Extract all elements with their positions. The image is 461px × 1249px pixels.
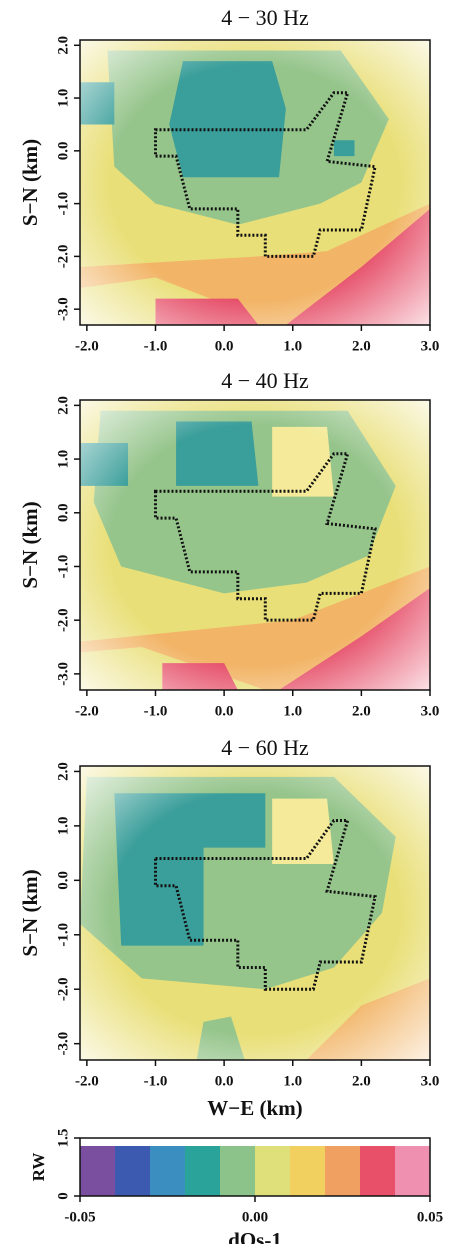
color-swatch bbox=[150, 1146, 186, 1196]
y-tick-label: 0.0 bbox=[55, 871, 71, 890]
y-tick-label: -1.0 bbox=[55, 192, 71, 216]
x-tick-label: -1.0 bbox=[144, 703, 168, 719]
panel: 4 − 30 Hz -2.0 -1.0 0.0 1.0 2.0 3.0 -3.0 -2.0 -1.… bbox=[18, 5, 440, 354]
y-axis-label: S−N (km) bbox=[18, 869, 42, 956]
x-tick-label: 1.0 bbox=[283, 1073, 302, 1089]
x-tick-label: 2.0 bbox=[352, 1073, 371, 1089]
panel: 4 − 60 Hz -2.0 -1.0 0.0 1.0 2.0 3.0 -3.0 -2.0 -1.… bbox=[18, 735, 440, 1120]
axes-frame bbox=[79, 765, 431, 1061]
study-outline bbox=[153, 91, 377, 258]
panel: 4 − 40 Hz -2.0 -1.0 0.0 1.0 2.0 3.0 -3.0 -2.0 -1.… bbox=[18, 368, 440, 719]
x-tick-label: 2.0 bbox=[352, 338, 371, 354]
y-axis-label: S−N (km) bbox=[18, 501, 42, 588]
y-tick-label: -3.0 bbox=[55, 1032, 71, 1056]
x-tick-label: 1.0 bbox=[283, 338, 302, 354]
x-tick-label: 0.05 bbox=[417, 1209, 443, 1225]
axes-frame bbox=[79, 399, 431, 691]
x-tick-label: 0.00 bbox=[242, 1209, 268, 1225]
x-tick-label: 3.0 bbox=[421, 703, 440, 719]
y-tick-label: 2.0 bbox=[55, 36, 71, 55]
colorbar: -0.05 0.00 0.05 0 1.5 RW dQs-1 bbox=[29, 1129, 443, 1249]
study-outline bbox=[153, 818, 377, 991]
x-tick-label: 0.0 bbox=[215, 338, 234, 354]
x-tick-label: -2.0 bbox=[75, 338, 99, 354]
color-swatch bbox=[255, 1146, 291, 1196]
x-tick-label: 2.0 bbox=[352, 703, 371, 719]
y-tick-label: -3.0 bbox=[55, 662, 71, 686]
y-tick-label: -1.0 bbox=[55, 555, 71, 579]
y-axis-label: RW bbox=[29, 1153, 48, 1182]
field-fade bbox=[80, 40, 430, 325]
x-tick-label: 1.0 bbox=[283, 703, 302, 719]
y-tick-label: 2.0 bbox=[55, 762, 71, 781]
x-tick-label: 3.0 bbox=[421, 1073, 440, 1089]
x-tick-label: -1.0 bbox=[144, 1073, 168, 1089]
color-swatch bbox=[80, 1146, 116, 1196]
y-tick-label: -2.0 bbox=[55, 608, 71, 632]
x-tick-label: -1.0 bbox=[144, 338, 168, 354]
x-tick-label: 0.0 bbox=[215, 703, 234, 719]
y-tick-label: 1.0 bbox=[55, 450, 71, 469]
color-swatch bbox=[115, 1146, 151, 1196]
y-tick-label: 2.0 bbox=[55, 396, 71, 415]
y-tick-label: -1.0 bbox=[55, 923, 71, 947]
y-tick-label: 1.0 bbox=[55, 817, 71, 836]
y-tick-label: 0 bbox=[55, 1192, 71, 1200]
y-tick-label: -2.0 bbox=[55, 977, 71, 1001]
color-swatch bbox=[395, 1146, 431, 1196]
x-tick-label: 3.0 bbox=[421, 338, 440, 354]
y-tick-label: -2.0 bbox=[55, 245, 71, 269]
y-tick-label: 0.0 bbox=[55, 503, 71, 522]
color-swatch bbox=[290, 1146, 326, 1196]
x-tick-label: -2.0 bbox=[75, 703, 99, 719]
axes-frame bbox=[79, 39, 431, 326]
y-tick-label: 1.5 bbox=[55, 1129, 71, 1148]
field-fade bbox=[80, 400, 430, 690]
x-axis-label: W−E (km) bbox=[207, 1096, 302, 1120]
y-tick-label: 1.0 bbox=[55, 89, 71, 108]
panel-title: 4 − 40 Hz bbox=[221, 368, 309, 393]
x-axis-label: dQs-1 bbox=[228, 1228, 282, 1244]
color-swatch bbox=[325, 1146, 361, 1196]
x-tick-label: -0.05 bbox=[64, 1209, 95, 1225]
x-tick-label: -2.0 bbox=[75, 1073, 99, 1089]
field-fade bbox=[80, 766, 430, 1060]
y-tick-label: 0.0 bbox=[55, 141, 71, 160]
study-outline bbox=[153, 452, 377, 622]
panel-title: 4 − 30 Hz bbox=[221, 5, 309, 30]
y-tick-label: -3.0 bbox=[55, 297, 71, 321]
panel-title: 4 − 60 Hz bbox=[221, 735, 309, 760]
color-swatch bbox=[185, 1146, 221, 1196]
color-swatch bbox=[360, 1146, 396, 1196]
color-swatch bbox=[220, 1146, 256, 1196]
x-tick-label: 0.0 bbox=[215, 1073, 234, 1089]
y-axis-label: S−N (km) bbox=[18, 139, 42, 226]
